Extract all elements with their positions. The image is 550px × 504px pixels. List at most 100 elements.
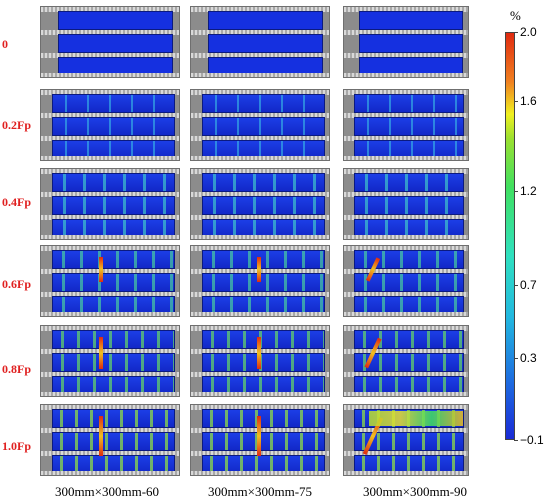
strain-panel-row1-col3 [343,6,469,78]
steel-rail [191,192,329,197]
concrete-strip [207,11,324,30]
strain-panel-row5-col3 [343,325,469,397]
steel-rail [41,392,179,396]
steel-rail [41,90,179,95]
strain-panel-row4-col2 [190,245,330,317]
steel-rail [344,246,468,251]
crack-mark [98,257,103,282]
concrete-strip [202,409,325,428]
steel-rail [191,90,329,95]
strain-panel-row3-col1 [40,168,180,240]
concrete-strip [52,140,175,159]
steel-rail [191,113,329,118]
colorbar-tick-mark [514,191,518,193]
strain-panel-row2-col3 [343,89,469,161]
steel-rail [344,215,468,220]
concrete-strip [202,330,325,349]
concrete-strip [202,196,325,215]
row-label-1.0fp: 1.0Fp [2,439,32,453]
steel-rail [191,392,329,396]
steel-rail [41,30,179,35]
steel-rail [41,215,179,220]
steel-rail [344,113,468,118]
colorbar-tick-label: −0.1 [520,433,544,447]
steel-rail [41,326,179,331]
colorbar-tick-mark [514,440,518,441]
concrete-strip [353,432,465,451]
steel-rail [41,192,179,197]
steel-rail [344,235,468,239]
steel-rail [191,235,329,239]
concrete-strip [202,250,325,269]
row-label-0.6fp: 0.6Fp [2,277,32,291]
concrete-strip [52,330,175,349]
concrete-strip [52,409,175,428]
steel-rail [344,349,468,354]
strain-panel-row6-col1 [40,404,180,476]
steel-rail [41,73,179,77]
steel-rail [191,372,329,377]
steel-rail [191,169,329,174]
strain-panel-row4-col3 [343,245,469,317]
concrete-strip [202,219,325,238]
colorbar-tick-label: 0.3 [520,351,537,366]
concrete-strip [353,353,465,372]
crack-mark [257,257,262,282]
concrete-strip [52,117,175,136]
concrete-strip [202,273,325,292]
row-label-0: 0 [2,37,8,51]
steel-rail [344,156,468,160]
steel-rail [191,73,329,77]
crack-mark [98,337,103,369]
steel-rail [191,246,329,251]
concrete-strip [52,432,175,451]
steel-rail [191,136,329,141]
concrete-strip [202,140,325,159]
concrete-strip [202,455,325,474]
concrete-strip [207,34,324,53]
high-strain-zone [368,410,464,426]
strain-panel-row3-col3 [343,168,469,240]
steel-rail [41,312,179,316]
steel-rail [344,73,468,77]
concrete-strip [57,34,174,53]
steel-rail [41,136,179,141]
colorbar-tick-label: 0.7 [520,277,537,292]
strain-panel-row3-col2 [190,168,330,240]
steel-rail [344,30,468,35]
steel-rail [41,53,179,58]
colorbar-tick-mark [514,358,518,360]
strain-panel-row1-col1 [40,6,180,78]
concrete-strip [353,173,465,192]
steel-rail [344,90,468,95]
steel-rail [191,30,329,35]
concrete-strip [52,94,175,113]
steel-rail [191,312,329,316]
steel-rail [344,471,468,475]
concrete-strip [52,273,175,292]
steel-rail [41,428,179,433]
steel-rail [344,326,468,331]
steel-rail [344,372,468,377]
steel-rail [191,7,329,12]
concrete-strip [52,196,175,215]
steel-rail [191,471,329,475]
colorbar-tick-label: 1.6 [520,94,537,109]
concrete-strip [52,455,175,474]
colorbar-tick-mark [514,284,518,286]
strain-panel-row1-col2 [190,6,330,78]
strain-panel-row5-col1 [40,325,180,397]
concrete-strip [52,296,175,315]
steel-rail [41,7,179,12]
concrete-strip [358,34,464,53]
steel-rail [191,405,329,410]
concrete-strip [202,117,325,136]
concrete-strip [57,11,174,30]
strain-panel-row2-col2 [190,89,330,161]
steel-rail [344,136,468,141]
steel-rail [344,392,468,396]
strain-panel-row2-col1 [40,89,180,161]
steel-rail [344,269,468,274]
steel-rail [41,169,179,174]
crack-mark [257,337,262,369]
